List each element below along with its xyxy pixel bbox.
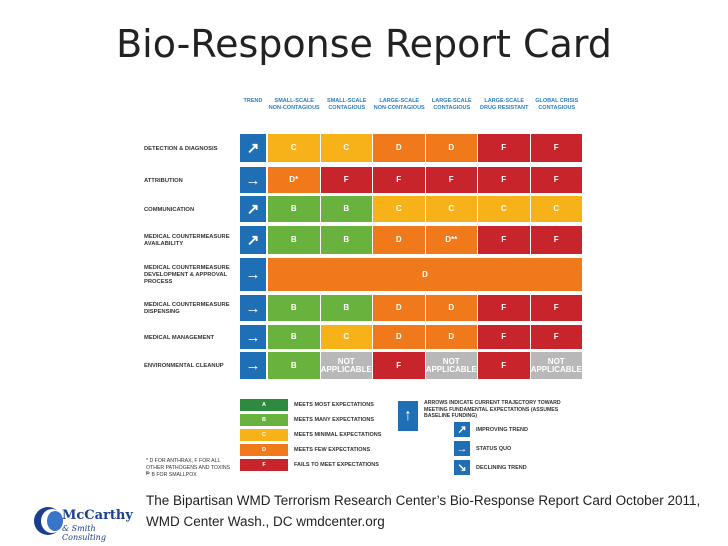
grade-cell: B: [320, 226, 373, 254]
legend-swatch: C: [240, 429, 288, 441]
column-header: SMALL-SCALE CONTAGIOUS: [327, 98, 367, 111]
grade-cell: B: [268, 325, 321, 349]
trend-arrow-icon: ↗: [240, 134, 266, 162]
trend-legend-icon: →: [454, 441, 470, 456]
trend-legend-icon: ↗: [454, 422, 470, 437]
grade-cell: D: [425, 134, 478, 162]
grade-cell: C: [320, 325, 373, 349]
row-label: COMMUNICATION: [144, 206, 195, 213]
grade-cell: F: [425, 167, 478, 193]
row-label: ATTRIBUTION: [144, 177, 183, 184]
trend-arrow-icon: →: [240, 352, 266, 379]
legend-swatch: D: [240, 444, 288, 456]
grade-cell: D: [425, 325, 478, 349]
row-label: ENVIRONMENTAL CLEANUP: [144, 363, 224, 369]
grade-cell: F: [478, 295, 531, 321]
grade-cell: B: [268, 352, 321, 379]
column-header: LARGE-SCALE DRUG RESISTANT: [480, 98, 529, 111]
grade-cell: F: [530, 295, 583, 321]
trend-arrow-icon: →: [240, 295, 266, 321]
grade-cell: D**: [425, 226, 478, 254]
grade-cell: D*: [268, 167, 321, 193]
grade-cell: F: [530, 134, 583, 162]
legend-label: MEETS MOST EXPECTATIONS: [294, 402, 374, 408]
footnote: * D FOR ANTHRAX, F FOR ALL OTHER PATHOGE…: [146, 458, 231, 477]
legend-label: MEETS MINIMAL EXPECTATIONS: [294, 432, 382, 438]
grade-cell: F: [530, 167, 583, 193]
row-label: MEDICAL MANAGEMENT: [144, 334, 215, 341]
grade-cell: B: [320, 295, 373, 321]
trend-arrow-icon: →: [240, 258, 266, 291]
trend-legend-label: IMPROVING TREND: [476, 427, 528, 433]
grade-cell: D: [373, 325, 426, 349]
row-label: MEDICAL COUNTERMEASURE AVAILABILITY: [144, 234, 230, 247]
grade-cell: F: [373, 352, 426, 379]
grade-cell: F: [320, 167, 373, 193]
up-arrow-icon: ↑: [398, 401, 418, 431]
grade-cell: F: [478, 226, 531, 254]
grade-cell: NOT APPLICABLE: [425, 352, 478, 379]
arrow-note: ARROWS INDICATE CURRENT TRAJECTORY TOWAR…: [424, 400, 561, 419]
column-header: LARGE-SCALE CONTAGIOUS: [431, 98, 472, 111]
trend-arrow-icon: →: [240, 167, 266, 193]
column-header: GLOBAL CRISIS CONTAGIOUS: [535, 98, 579, 111]
grade-cell: D: [425, 295, 478, 321]
grade-cell: D: [373, 134, 426, 162]
grade-cell: F: [530, 325, 583, 349]
grade-cell: B: [268, 226, 321, 254]
grade-cell: F: [373, 167, 426, 193]
grade-cell-merged: D: [268, 258, 583, 291]
grade-cell: D: [373, 226, 426, 254]
grade-cell: F: [530, 226, 583, 254]
legend-label: FAILS TO MEET EXPECTATIONS: [294, 462, 379, 468]
column-header: SMALL-SCALE NON-CONTAGIOUS: [268, 98, 320, 111]
grade-cell: B: [320, 196, 373, 222]
slide-title: Bio-Response Report Card: [116, 22, 612, 66]
trend-legend-icon: ↘: [454, 460, 470, 475]
legend-label: MEETS MANY EXPECTATIONS: [294, 417, 375, 423]
logo-subname: & Smith Consulting: [62, 524, 106, 542]
grade-cell: B: [268, 196, 321, 222]
grade-cell: D: [373, 295, 426, 321]
legend-label: MEETS FEW EXPECTATIONS: [294, 447, 371, 453]
row-label: MEDICAL COUNTERMEASURE DEVELOPMENT & APP…: [144, 265, 230, 285]
legend-swatch: F: [240, 459, 288, 471]
company-logo: McCarthy & Smith Consulting: [32, 504, 140, 542]
grade-cell: F: [478, 134, 531, 162]
trend-legend-label: DECLINING TREND: [476, 465, 527, 471]
row-label: MEDICAL COUNTERMEASURE DISPENSING: [144, 302, 230, 315]
trend-arrow-icon: →: [240, 325, 266, 349]
legend-swatch: B: [240, 414, 288, 426]
trend-legend-label: STATUS QUO: [476, 446, 512, 452]
grade-cell: C: [478, 196, 531, 222]
source-caption: The Bipartisan WMD Terrorism Research Ce…: [146, 493, 701, 529]
column-header: TREND: [243, 98, 263, 104]
footnote: ** B FOR SMALLPOX: [146, 472, 197, 478]
grade-cell: C: [530, 196, 583, 222]
grade-cell: F: [478, 325, 531, 349]
grade-cell: F: [478, 352, 531, 379]
legend-swatch: A: [240, 399, 288, 411]
trend-arrow-icon: ↗: [240, 196, 266, 222]
grade-cell: C: [320, 134, 373, 162]
grade-cell: B: [268, 295, 321, 321]
column-header: LARGE-SCALE NON-CONTAGIOUS: [373, 98, 425, 111]
row-label: DETECTION & DIAGNOSIS: [144, 145, 218, 152]
grade-cell: C: [373, 196, 426, 222]
trend-arrow-icon: ↗: [240, 226, 266, 254]
logo-name: McCarthy: [62, 508, 133, 523]
grade-cell: NOT APPLICABLE: [530, 352, 583, 379]
grade-cell: NOT APPLICABLE: [320, 352, 373, 379]
grade-cell: C: [268, 134, 321, 162]
logo-swoosh-icon: [34, 507, 63, 535]
grade-cell: C: [425, 196, 478, 222]
grade-cell: F: [478, 167, 531, 193]
